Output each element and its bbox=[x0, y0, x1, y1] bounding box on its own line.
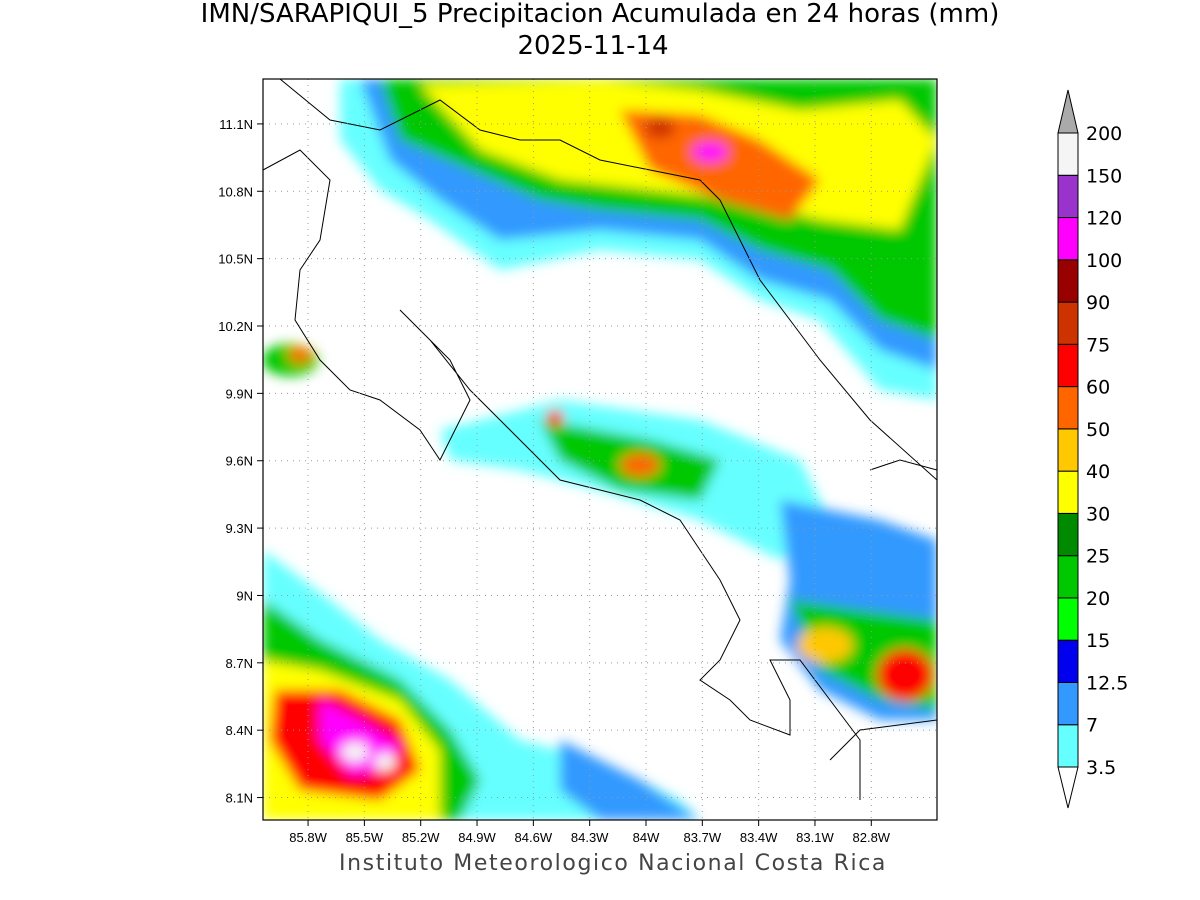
colorbar-label: 15 bbox=[1086, 630, 1110, 652]
lon-tick-label: 85.2W bbox=[402, 830, 440, 845]
lon-tick-label: 84W bbox=[633, 830, 660, 845]
map-frame bbox=[262, 78, 938, 821]
lon-tick-label: 84.3W bbox=[571, 830, 609, 845]
lat-tick-label: 9N bbox=[236, 588, 253, 603]
colorbar-label: 200 bbox=[1086, 123, 1122, 145]
colorbar-box bbox=[1057, 386, 1079, 430]
colorbar-box bbox=[1057, 597, 1079, 641]
colorbar-box bbox=[1057, 132, 1079, 176]
colorbar-label: 50 bbox=[1086, 419, 1110, 441]
lat-tick-label: 10.5N bbox=[218, 252, 253, 267]
colorbar-box bbox=[1057, 512, 1079, 557]
lon-tick-label: 84.9W bbox=[458, 830, 496, 845]
colorbar-over bbox=[1057, 89, 1079, 134]
precipitation-field bbox=[263, 79, 937, 820]
colorbar-label: 3.5 bbox=[1086, 757, 1116, 779]
lat-tick-label: 10.2N bbox=[218, 319, 253, 334]
colorbar-label: 75 bbox=[1086, 334, 1110, 356]
colorbar-box bbox=[1057, 217, 1079, 261]
lon-tick-label: 84.6W bbox=[515, 830, 553, 845]
lat-tick-label: 8.1N bbox=[226, 791, 253, 806]
credit: Instituto Meteorologico Nacional Costa R… bbox=[339, 851, 887, 876]
colorbar-box bbox=[1057, 555, 1079, 599]
colorbar-label: 25 bbox=[1086, 546, 1110, 568]
colorbar-label: 7 bbox=[1086, 715, 1098, 737]
colorbar-label: 40 bbox=[1086, 461, 1110, 483]
lat-tick-label: 8.4N bbox=[226, 723, 253, 738]
colorbar-label: 100 bbox=[1086, 250, 1122, 272]
lon-tick-label: 83.7W bbox=[684, 830, 722, 845]
lat-tick-label: 8.7N bbox=[226, 656, 253, 671]
lat-tick-label: 10.8N bbox=[218, 184, 253, 199]
grid bbox=[263, 79, 937, 820]
lat-tick-label: 9.9N bbox=[226, 386, 253, 401]
lon-tick-label: 82.8W bbox=[853, 830, 891, 845]
colorbar-under bbox=[1057, 766, 1079, 809]
colorbar-box bbox=[1057, 259, 1079, 303]
colorbar-label: 90 bbox=[1086, 292, 1110, 314]
colorbar-box bbox=[1057, 724, 1079, 768]
lat-tick-label: 9.6N bbox=[226, 454, 253, 469]
colorbar-box bbox=[1057, 428, 1079, 472]
colorbar-box bbox=[1057, 681, 1079, 726]
lon-tick-label: 83.1W bbox=[796, 830, 834, 845]
lon-tick-label: 85.8W bbox=[289, 830, 327, 845]
colorbar-box bbox=[1057, 343, 1079, 388]
lat-tick-label: 9.3N bbox=[226, 521, 253, 536]
colorbar-label: 30 bbox=[1086, 503, 1110, 525]
colorbar-label: 150 bbox=[1086, 165, 1122, 187]
colorbar-label: 12.5 bbox=[1086, 672, 1128, 694]
colorbar-box bbox=[1057, 470, 1079, 514]
lon-tick-label: 83.4W bbox=[740, 830, 778, 845]
title: IMN/SARAPIQUI_5 Precipitacion Acumulada … bbox=[201, 0, 1000, 29]
colorbar-box bbox=[1057, 174, 1079, 219]
lon-tick-label: 85.5W bbox=[346, 830, 384, 845]
subtitle: 2025-11-14 bbox=[517, 31, 668, 61]
colorbar: 3.5 7 12.5 15 20 25 30 40 50 60 75 90 100 120 150 200 bbox=[1057, 89, 1128, 809]
colorbar-label: 120 bbox=[1086, 208, 1122, 230]
coastline bbox=[263, 79, 937, 800]
lat-tick-label: 11.1N bbox=[219, 117, 253, 132]
colorbar-box bbox=[1057, 639, 1079, 683]
colorbar-box bbox=[1057, 301, 1079, 345]
colorbar-label: 60 bbox=[1086, 377, 1110, 399]
axis-ticks: 11.1N 10.8N 10.5N 10.2N 9.9N 9.6N 9.3N 9N 8.7N 8.… bbox=[218, 117, 891, 845]
colorbar-label: 20 bbox=[1086, 588, 1110, 610]
